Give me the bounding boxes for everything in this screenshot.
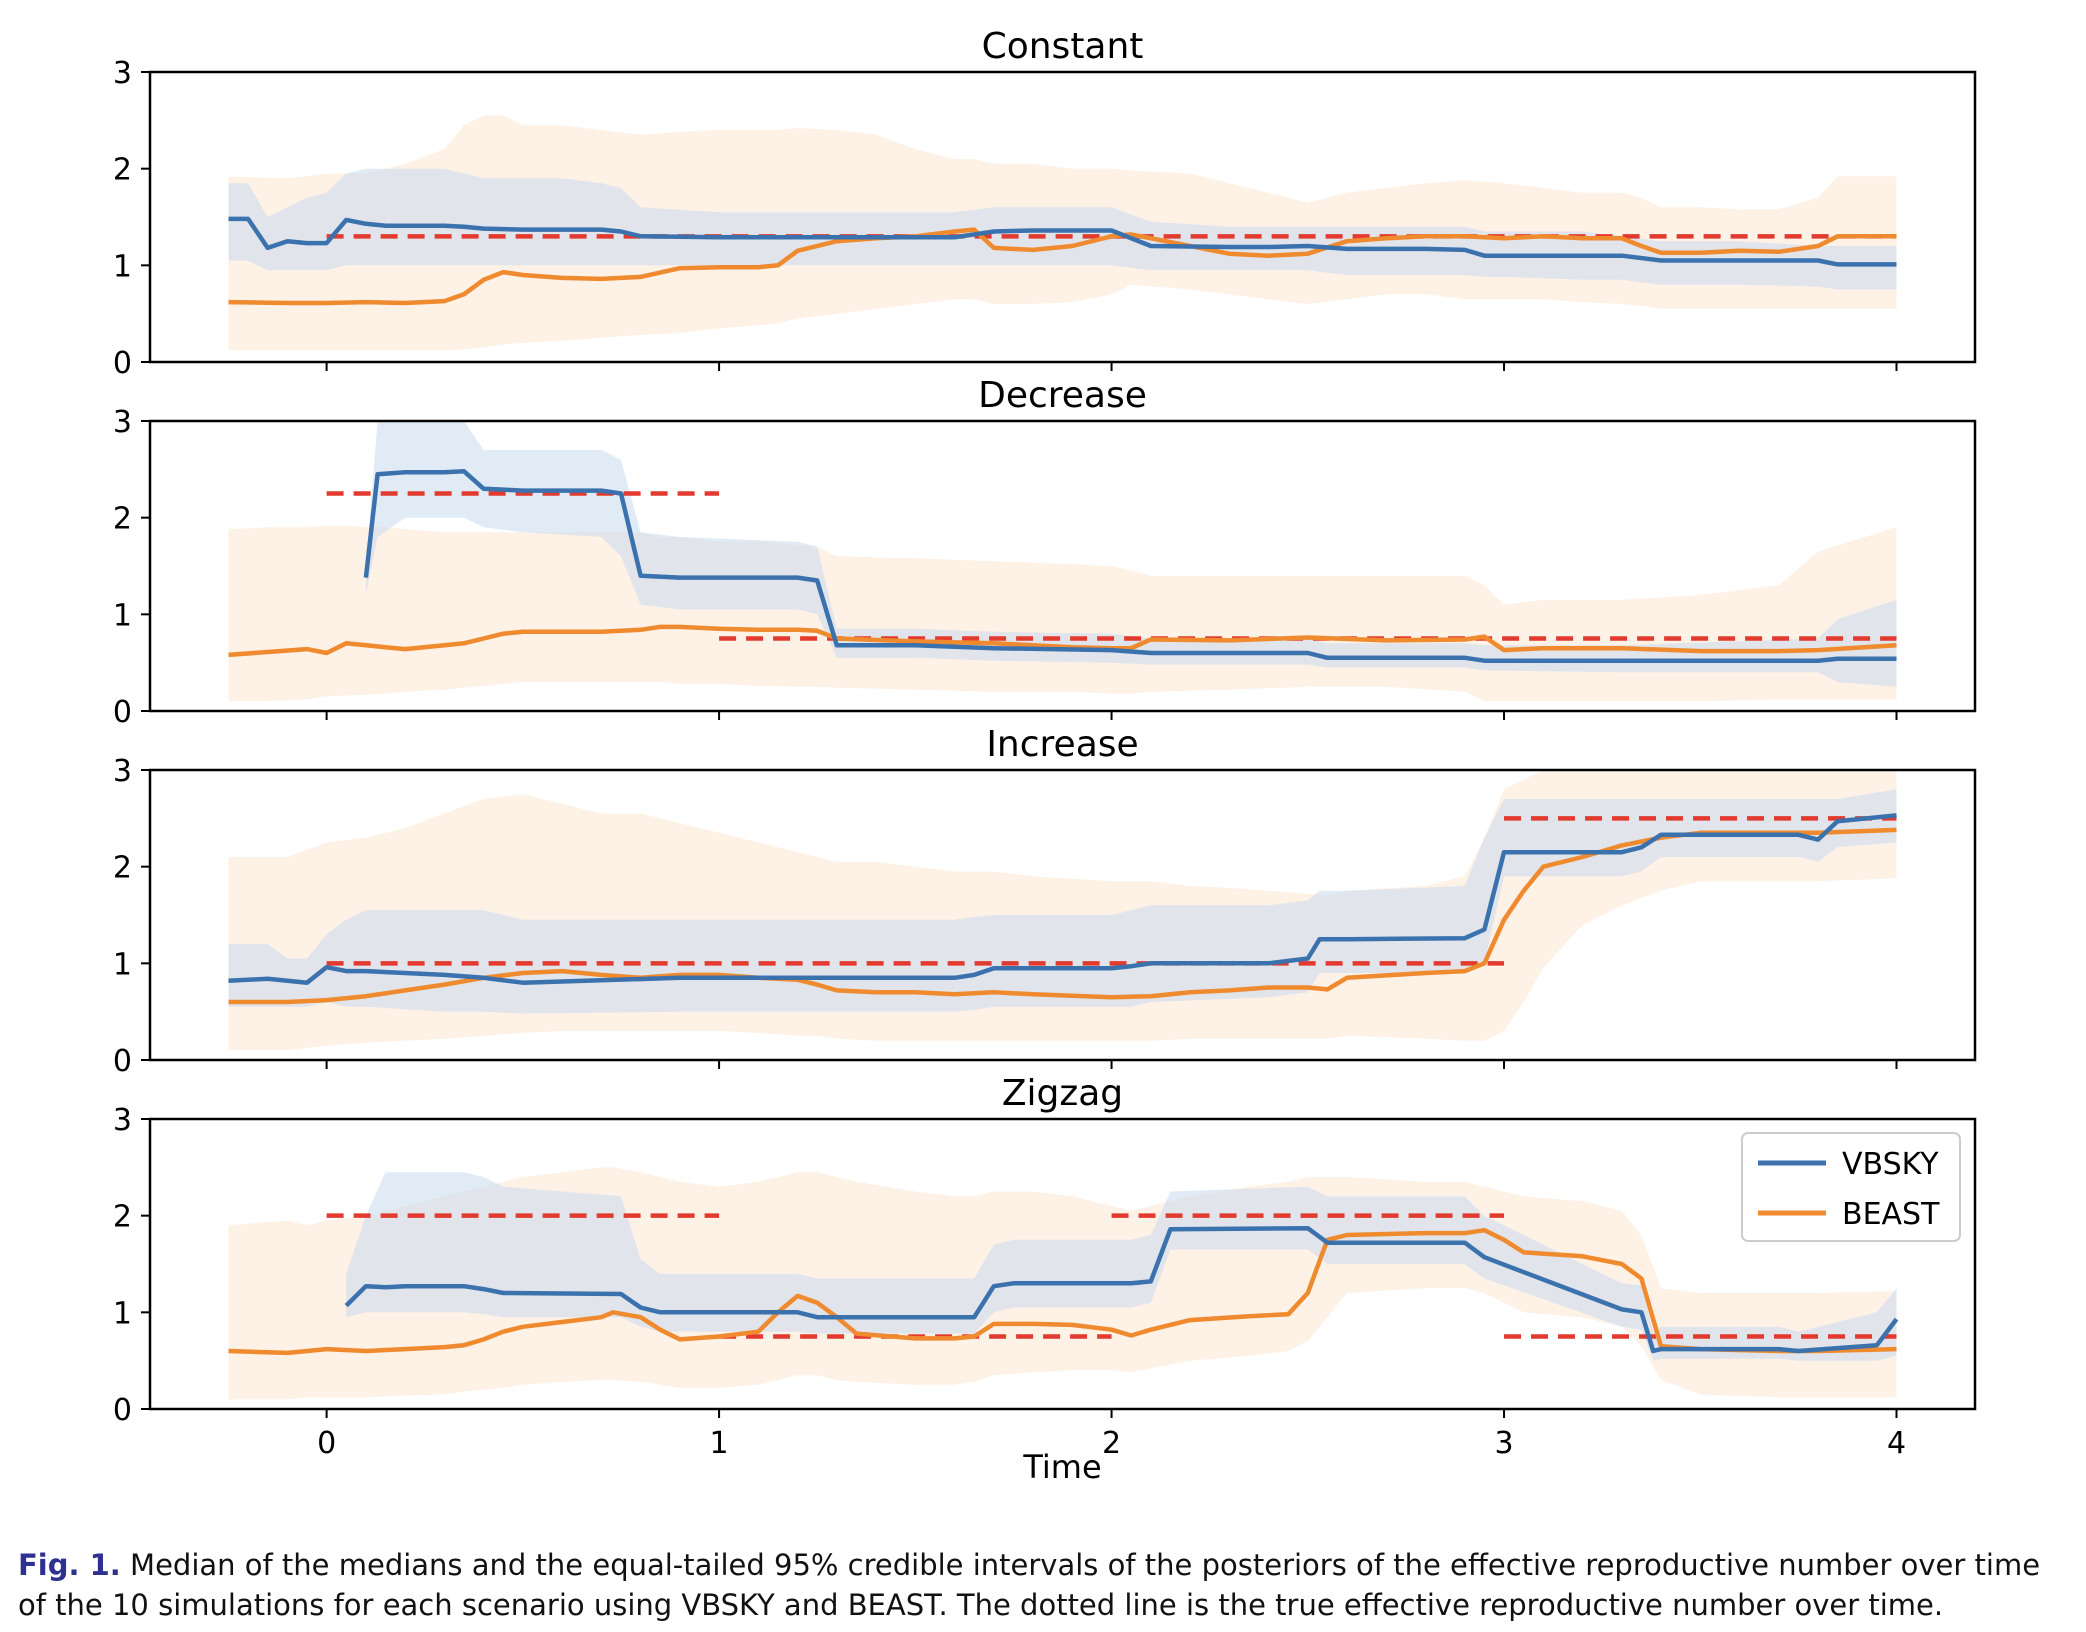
figure-caption: Fig. 1. Median of the medians and the eq…: [18, 1545, 2068, 1625]
y-tick-label: 1: [113, 947, 132, 982]
axes-frame: [148, 70, 1977, 364]
y-tick-label: 2: [113, 502, 132, 537]
legend-label-vbsky: VBSKY: [1842, 1147, 1939, 1182]
panel-zigzag: 0 1 2 3 0 1 2 3 4 Zigzag VBSKY BEAST: [113, 1073, 1977, 1461]
figure: 0 1 2 3 Constant 0 1 2 3 Decrease 0 1 2 3 Increase 0 1 2 3…: [113, 26, 1977, 1480]
y-tick-label: 1: [113, 1296, 132, 1331]
y-tick-label: 2: [113, 1200, 132, 1235]
vbsky-median-line: [228, 216, 1897, 267]
caption-text: Median of the medians and the equal-tail…: [18, 1548, 2041, 1622]
axes-frame: [148, 1117, 1977, 1411]
legend-label-beast: BEAST: [1842, 1197, 1940, 1232]
beast-median-line: [228, 827, 1897, 1005]
vbsky-median-line: [363, 469, 1897, 663]
y-tick-label: 0: [113, 1393, 132, 1428]
caption-label: Fig. 1.: [18, 1548, 121, 1582]
x-tick-label: 4: [1887, 1426, 1906, 1461]
y-tick-label: 3: [113, 754, 132, 789]
y-tick-label: 0: [113, 695, 132, 730]
panel-decrease: 0 1 2 3 Decrease: [113, 375, 1977, 730]
x-tick-label: 0: [317, 1426, 336, 1461]
y-tick-label: 0: [113, 346, 132, 381]
panel-title: Constant: [982, 26, 1144, 67]
beast-credible-band: [228, 525, 1897, 702]
y-tick-label: 2: [113, 851, 132, 886]
panel-title: Decrease: [978, 375, 1147, 416]
beast-median-line: [228, 227, 1897, 306]
beast-median-line: [228, 624, 1897, 658]
y-tick-label: 2: [113, 153, 132, 188]
y-tick-label: 3: [113, 405, 132, 440]
y-tick-label: 1: [113, 249, 132, 284]
y-tick-label: 3: [113, 56, 132, 91]
vbsky-credible-band: [228, 789, 1897, 1014]
plot-area: [228, 115, 1897, 351]
axes-frame: [148, 768, 1977, 1062]
plot-area: [228, 1167, 1899, 1400]
vbsky-median-line: [344, 1225, 1899, 1354]
plot-area: [228, 770, 1897, 1051]
y-tick-label: 1: [113, 598, 132, 633]
panel-title: Increase: [986, 724, 1138, 765]
x-tick-label: 3: [1494, 1426, 1513, 1461]
panel-constant: 0 1 2 3 Constant: [113, 26, 1977, 381]
vbsky-median-line: [228, 813, 1897, 985]
y-tick-label: 0: [113, 1044, 132, 1079]
panel-title: Zigzag: [1002, 1073, 1123, 1114]
y-tick-label: 3: [113, 1103, 132, 1138]
x-tick-label: 2: [1102, 1426, 1121, 1461]
plot-area: [228, 421, 1897, 702]
axes-frame: [148, 419, 1977, 713]
beast-median-line: [228, 1227, 1897, 1356]
x-tick-label: 1: [710, 1426, 729, 1461]
x-axis-label: Time: [1022, 1448, 1101, 1480]
panel-increase: 0 1 2 3 Increase: [113, 724, 1977, 1079]
